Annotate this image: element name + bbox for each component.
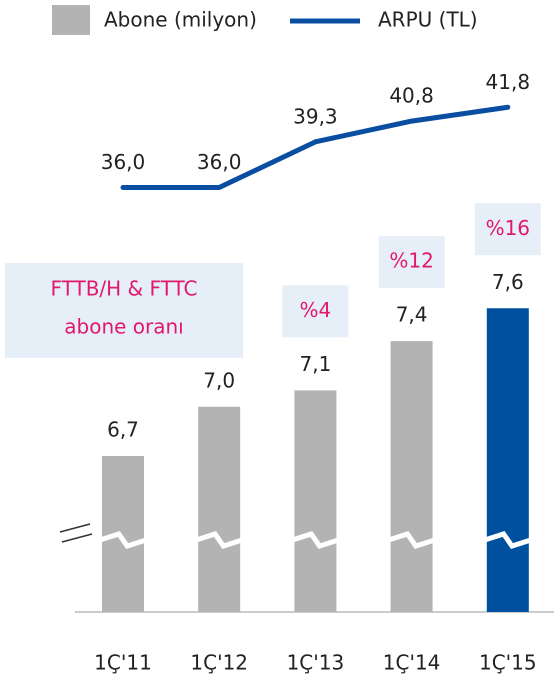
x-tick-label: 1Ç'14	[383, 651, 441, 675]
share-label: %16	[486, 216, 530, 240]
note-text: FTTB/H & FTTC	[50, 277, 197, 301]
share-box	[474, 203, 541, 256]
value-label: 40,8	[389, 84, 434, 108]
share-box	[378, 236, 445, 289]
share-label: %12	[389, 249, 433, 273]
bar-break	[387, 531, 436, 549]
bar	[198, 406, 241, 612]
legend-label: Abone (milyon)	[104, 8, 257, 32]
value-label: 7,4	[396, 303, 428, 327]
x-tick-label: 1Ç'15	[479, 651, 537, 675]
value-label: 7,6	[492, 270, 524, 294]
bar-break	[99, 531, 147, 549]
x-tick-label: 1Ç'13	[287, 651, 345, 675]
value-label: 7,1	[299, 352, 331, 376]
share-label: %4	[300, 298, 332, 322]
axis-break	[59, 523, 93, 543]
legend-swatch	[52, 5, 90, 35]
note-box	[5, 263, 243, 358]
line	[120, 104, 511, 190]
bar-break	[291, 531, 340, 549]
bar	[102, 456, 144, 612]
value-label: 41,8	[486, 70, 531, 94]
legend-label: ARPU (TL)	[378, 8, 478, 32]
value-label: 7,0	[203, 368, 235, 392]
x-tick-label: 1Ç'12	[190, 651, 248, 675]
value-label: 6,7	[107, 418, 139, 442]
share-box	[282, 285, 349, 338]
x-tick-label: 1Ç'11	[94, 651, 152, 675]
bar-break	[484, 531, 532, 549]
bar	[486, 308, 529, 612]
value-label: 36,0	[101, 150, 146, 174]
bar-break	[195, 531, 243, 549]
note-text: abone oranı	[64, 315, 183, 339]
value-label: 36,0	[197, 150, 242, 174]
value-label: 39,3	[293, 104, 338, 128]
bar	[390, 341, 433, 612]
bar	[294, 390, 337, 612]
